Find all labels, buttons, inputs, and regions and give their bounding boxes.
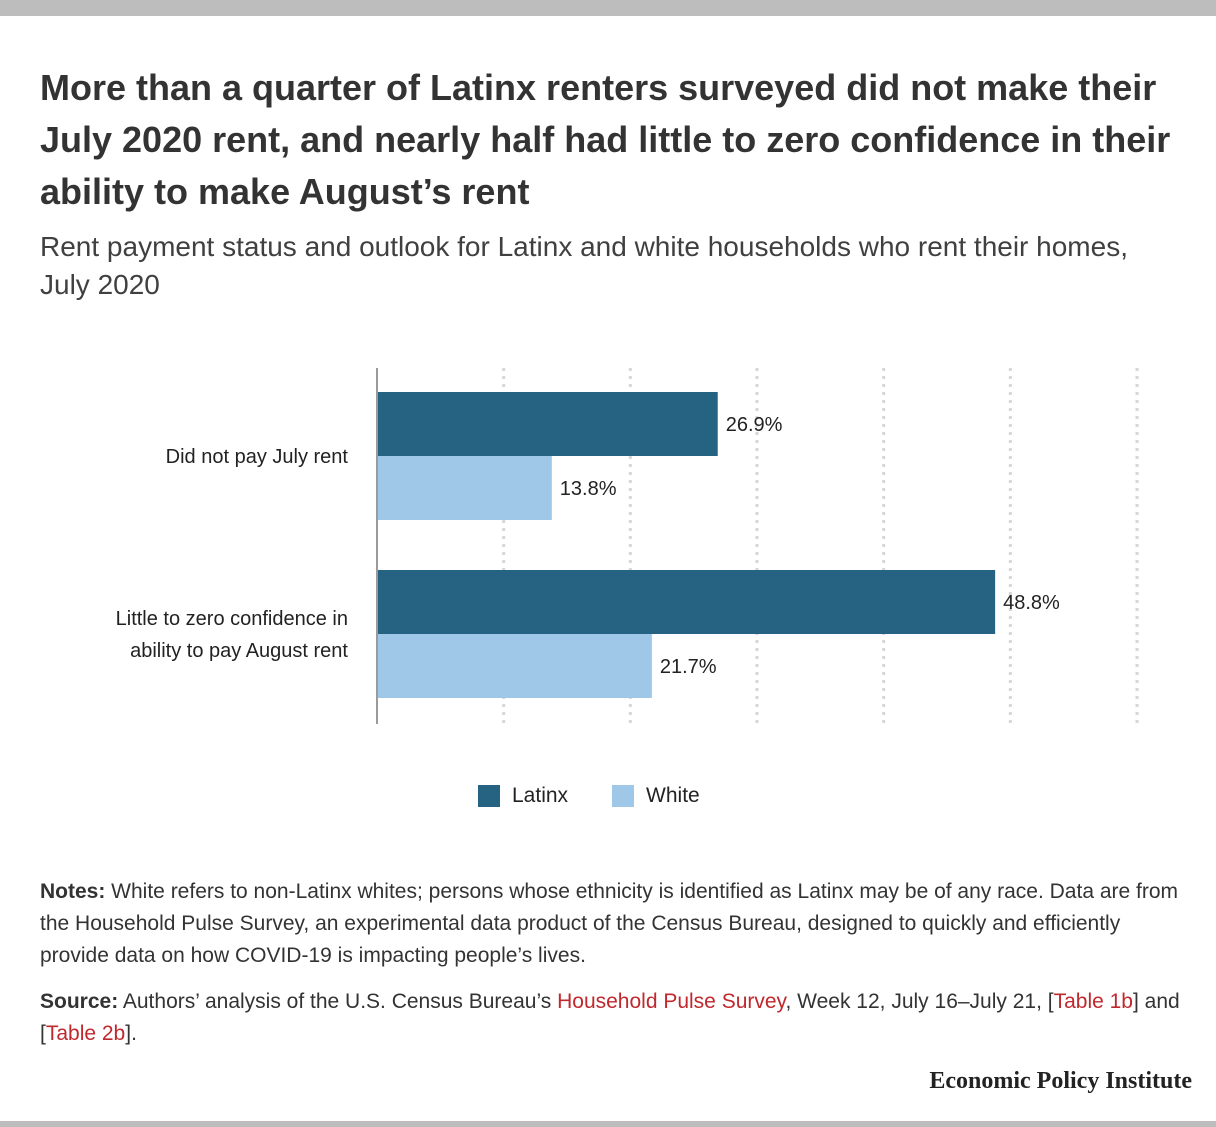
bar-white	[378, 634, 652, 698]
bar-chart: Did not pay July rent 26.9% 13.8% Little to…	[116, 368, 1139, 724]
legend-item-latinx: Latinx	[478, 784, 568, 808]
top-bar	[0, 0, 1216, 16]
bar-white	[378, 456, 552, 520]
source-text-1: Authors’ analysis of the U.S. Census Bur…	[118, 990, 558, 1013]
legend-swatch-latinx	[478, 785, 500, 807]
data-label: 13.8%	[560, 478, 617, 500]
source-label: Source:	[40, 990, 119, 1013]
data-label: 26.9%	[726, 414, 783, 436]
bar-latinx	[378, 570, 996, 634]
data-label: 21.7%	[660, 656, 717, 678]
household-pulse-survey-link[interactable]: Household Pulse Survey	[557, 990, 786, 1013]
legend-label-white: White	[646, 784, 700, 807]
category-label: Did not pay July rent	[166, 446, 349, 468]
table-2b-link[interactable]: Table 2b	[45, 1022, 126, 1045]
legend-item-white: White	[612, 784, 700, 808]
notes-text: White refers to non-Latinx whites; perso…	[40, 880, 1179, 967]
chart-legend: Latinx White	[478, 782, 700, 810]
chart-subtitle: Rent payment status and outlook for Lati…	[40, 231, 1128, 300]
source-text-2: , Week 12, July 16–July 21, [	[785, 990, 1054, 1013]
source-text-3: ] and [	[40, 990, 1180, 1045]
brand-logo: Economic Policy Institute	[929, 1068, 1192, 1094]
source-text-4: ].	[125, 1022, 137, 1045]
category-label: ability to pay August rent	[130, 640, 348, 662]
bottom-bar	[0, 1121, 1216, 1127]
bar-latinx	[378, 392, 718, 456]
source: Source: Authors’ analysis of the U.S. Ce…	[40, 986, 1180, 1050]
legend-swatch-white	[612, 785, 635, 807]
notes: Notes: White refers to non-Latinx whites…	[40, 876, 1180, 972]
legend-label-latinx: Latinx	[512, 784, 569, 807]
data-label: 48.8%	[1003, 592, 1060, 614]
category-label: Little to zero confidence in	[116, 608, 348, 630]
notes-label: Notes:	[40, 880, 106, 903]
chart-title: More than a quarter of Latinx renters su…	[40, 67, 1171, 212]
table-1b-link[interactable]: Table 1b	[1053, 990, 1133, 1013]
